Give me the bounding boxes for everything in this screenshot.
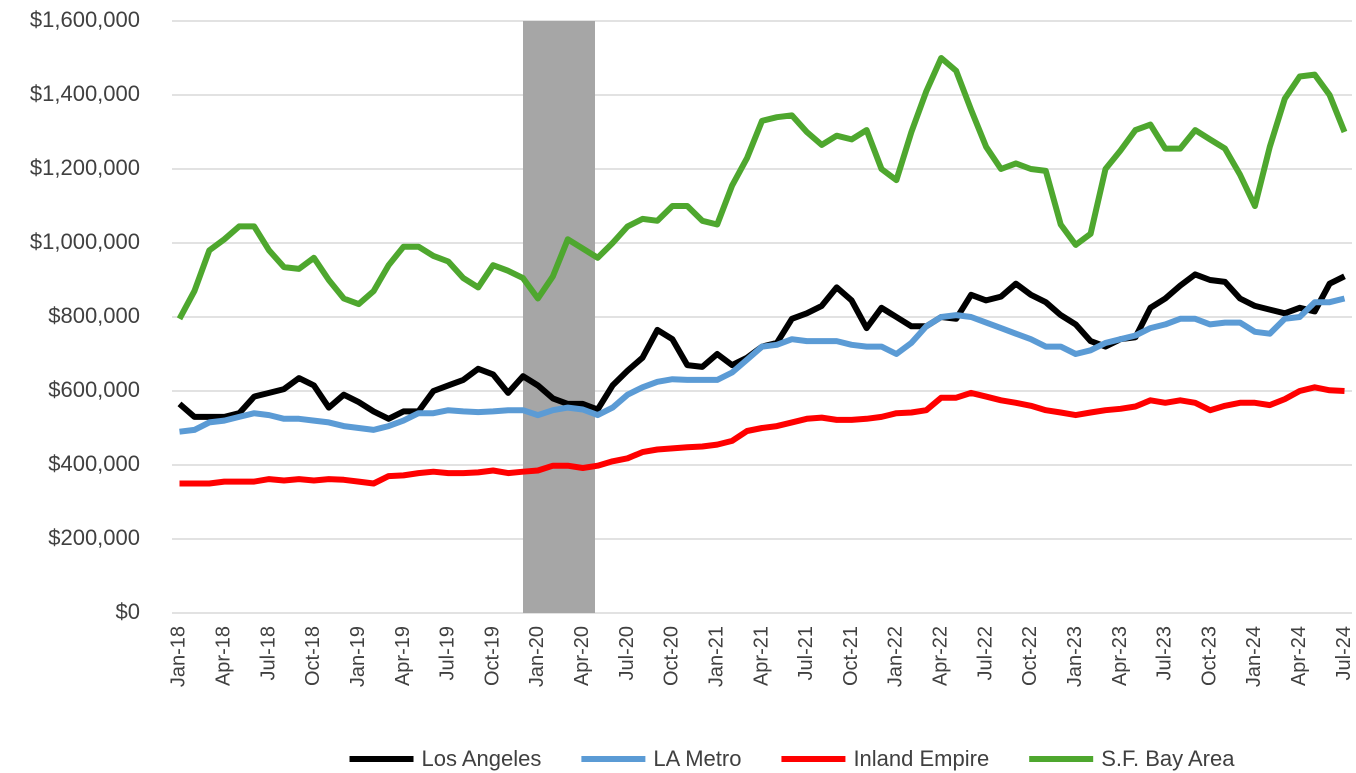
- x-tick-label: Oct-20: [661, 626, 683, 686]
- x-tick-label: Apr-20: [571, 626, 593, 686]
- y-tick-label: $1,400,000: [30, 81, 140, 106]
- x-tick-label: Apr-18: [213, 626, 235, 686]
- x-tick-label: Apr-22: [930, 626, 952, 686]
- legend-label: LA Metro: [653, 746, 741, 771]
- series-line: [176, 55, 1348, 321]
- y-tick-label: $0: [116, 599, 140, 624]
- shaded-period: [523, 21, 595, 613]
- x-tick-label: Jul-23: [1154, 626, 1176, 680]
- x-tick-label: Jan-22: [885, 626, 907, 687]
- x-tick-label: Jan-19: [347, 626, 369, 687]
- x-tick-label: Oct-18: [302, 626, 324, 686]
- x-tick-label: Jan-23: [1064, 626, 1086, 687]
- x-tick-label: Apr-19: [392, 626, 414, 686]
- x-tick-label: Jul-24: [1333, 626, 1355, 680]
- y-tick-label: $600,000: [48, 377, 140, 402]
- legend-label: S.F. Bay Area: [1101, 746, 1235, 771]
- x-tick-label: Oct-23: [1198, 626, 1220, 686]
- series-line: [179, 295, 1346, 435]
- legend-label: Los Angeles: [422, 746, 542, 771]
- y-tick-label: $1,200,000: [30, 155, 140, 180]
- x-tick-label: Apr-23: [1109, 626, 1131, 686]
- x-tick-label: Apr-24: [1288, 626, 1310, 686]
- legend: Los Angeles LA Metro Inland Empire S.F. Bay…: [349, 746, 1235, 771]
- y-tick-label: $800,000: [48, 303, 140, 328]
- x-tick-label: Jul-19: [437, 626, 459, 680]
- x-tick-label: Jul-20: [616, 626, 638, 680]
- x-tick-label: Jan-24: [1243, 626, 1265, 687]
- x-tick-label: Oct-21: [840, 626, 862, 686]
- y-tick-label: $1,600,000: [30, 7, 140, 32]
- legend-label: Inland Empire: [853, 746, 989, 771]
- x-tick-label: Jul-22: [974, 626, 996, 680]
- x-tick-label: Jan-18: [168, 626, 190, 687]
- x-tick-label: Jan-20: [526, 626, 548, 687]
- x-tick-label: Jul-18: [257, 626, 279, 680]
- x-tick-label: Jul-21: [795, 626, 817, 680]
- y-tick-label: $1,000,000: [30, 229, 140, 254]
- y-tick-label: $400,000: [48, 451, 140, 476]
- x-tick-label: Apr-21: [750, 626, 772, 686]
- y-tick-label: $200,000: [48, 525, 140, 550]
- x-tick-label: Oct-22: [1019, 626, 1041, 686]
- series-line: [179, 384, 1345, 487]
- x-tick-label: Jan-21: [705, 626, 727, 687]
- x-tick-label: Oct-19: [481, 626, 503, 686]
